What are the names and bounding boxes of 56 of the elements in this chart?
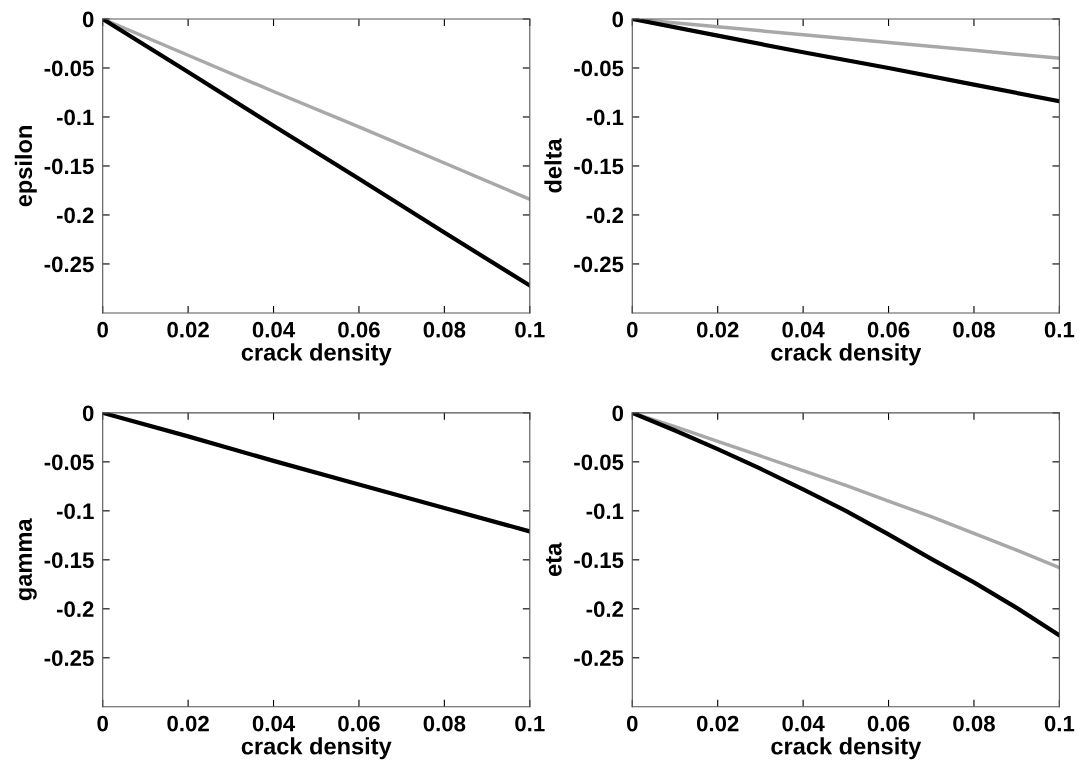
x-tick-label: 0.02 xyxy=(696,715,739,732)
x-tick-label: 0.04 xyxy=(252,321,296,338)
x-tick-label: 0.08 xyxy=(953,715,995,732)
y-tick-label: 0 xyxy=(82,11,94,28)
y-tick-label: -0.25 xyxy=(44,650,94,667)
y-tick-label: -0.15 xyxy=(574,552,624,569)
y-tick-label: 0 xyxy=(82,405,94,422)
y-tick-label: -0.15 xyxy=(44,552,94,569)
y-tick-label: 0 xyxy=(612,11,624,28)
y-tick-label: -0.1 xyxy=(586,503,624,520)
y-tick-label: -0.2 xyxy=(56,207,94,224)
x-axis-title: crack density xyxy=(771,737,922,760)
x-tick-label: 0.04 xyxy=(782,715,825,732)
y-tick-label: -0.2 xyxy=(586,207,624,224)
y-tick-label: -0.2 xyxy=(56,601,94,618)
x-tick-label: 0.1 xyxy=(515,715,545,732)
y-tick-label: -0.1 xyxy=(56,109,94,126)
y-tick-label: -0.05 xyxy=(574,60,624,77)
y-tick-label: -0.1 xyxy=(56,503,94,520)
x-tick-label: 0 xyxy=(626,321,638,338)
y-tick-label: -0.15 xyxy=(574,158,624,175)
x-tick-label: 0.06 xyxy=(338,321,380,338)
x-tick-label: 0.08 xyxy=(423,321,466,338)
y-tick-label: -0.25 xyxy=(574,650,624,667)
x-tick-label: 0.06 xyxy=(867,715,910,732)
x-tick-label: 0 xyxy=(626,715,638,732)
x-tick-label: 0.02 xyxy=(696,321,739,338)
x-tick-label: 0.08 xyxy=(953,321,995,338)
y-tick-label: -0.05 xyxy=(44,454,94,471)
y-tick-label: -0.2 xyxy=(586,601,624,618)
x-tick-label: 0.1 xyxy=(1044,715,1075,732)
x-tick-label: 0 xyxy=(97,321,108,338)
x-tick-label: 0 xyxy=(97,715,108,732)
y-tick-label: -0.15 xyxy=(44,158,94,175)
x-tick-label: 0.02 xyxy=(167,321,209,338)
x-tick-label: 0.06 xyxy=(867,321,910,338)
x-tick-label: 0.1 xyxy=(1044,321,1075,338)
x-tick-label: 0.06 xyxy=(338,715,380,732)
x-axis-title: crack density xyxy=(771,343,922,366)
x-tick-label: 0.04 xyxy=(252,715,296,732)
y-axis-title: delta xyxy=(544,138,562,193)
y-tick-label: -0.1 xyxy=(586,109,624,126)
y-tick-label: -0.25 xyxy=(574,256,624,273)
y-axis-title: eta xyxy=(546,542,562,576)
y-tick-label: -0.05 xyxy=(44,60,94,77)
y-axis-title: epsilon xyxy=(14,126,37,207)
x-tick-label: 0.1 xyxy=(515,321,545,338)
x-axis-title: crack density xyxy=(241,343,392,366)
x-tick-label: 0.04 xyxy=(782,321,825,338)
y-tick-label: -0.05 xyxy=(574,454,624,471)
y-tick-label: 0 xyxy=(612,405,624,422)
y-tick-label: -0.25 xyxy=(44,256,94,273)
x-tick-label: 0.08 xyxy=(423,715,466,732)
y-axis-title: gamma xyxy=(19,518,37,601)
x-axis-title: crack density xyxy=(241,737,392,760)
x-tick-label: 0.02 xyxy=(167,715,209,732)
